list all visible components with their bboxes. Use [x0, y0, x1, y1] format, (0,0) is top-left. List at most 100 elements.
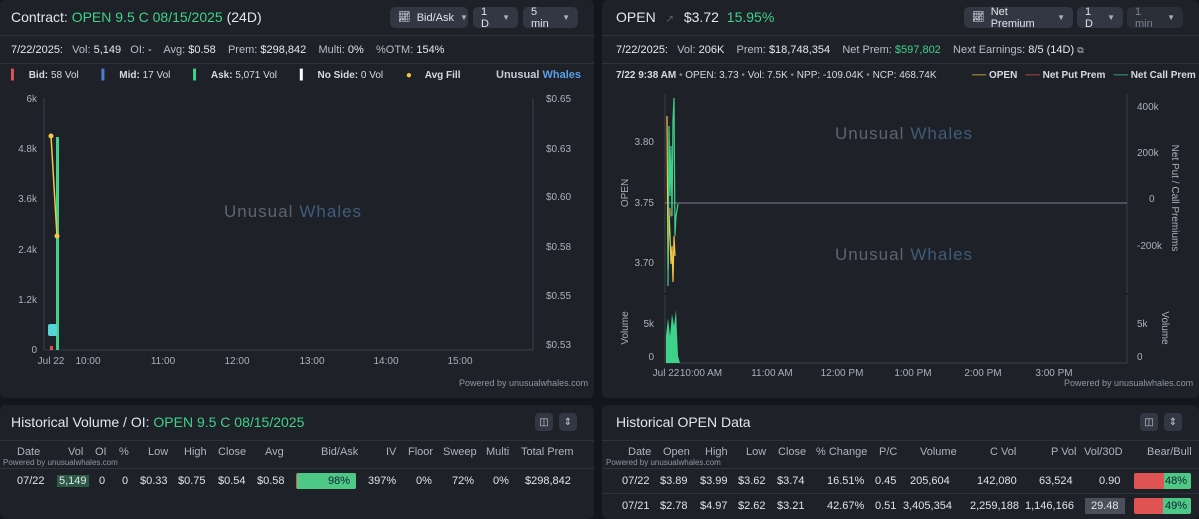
bidask-dropdown[interactable]: 📈︎ Bid/Ask ▼: [390, 7, 468, 28]
col-low[interactable]: Low: [148, 446, 169, 458]
stat-label: Next Earnings:: [953, 44, 1026, 56]
col-vol[interactable]: Vol: [68, 446, 84, 458]
interval-dropdown[interactable]: 5 min ▼: [523, 6, 578, 30]
col-bear-bull[interactable]: Bear/Bull: [1147, 446, 1192, 458]
cell-change: 42.67%: [827, 500, 865, 512]
historical-open-panel: Historical OPEN Data ◫ ⇕ Powered by unus…: [602, 405, 1199, 519]
x-tick: 13:00: [299, 356, 324, 367]
col-bidask[interactable]: Bid/Ask: [321, 446, 359, 458]
col-close[interactable]: Close: [778, 446, 807, 458]
bidask-dropdown-label: Bid/Ask: [416, 11, 454, 24]
powered-by: Powered by unusualwhales.com: [3, 458, 118, 467]
bidask-bar-fill: [297, 473, 356, 489]
legend-avgfill[interactable]: ● Avg Fill: [405, 70, 461, 81]
cell-vol30d: 0.90: [1099, 475, 1121, 487]
legend-ask[interactable]: ▍ Ask: 5,071 Vol: [193, 70, 278, 81]
event-marker-icon[interactable]: [48, 324, 57, 336]
y-tick: 4.8k: [18, 144, 38, 155]
volume-area: [666, 310, 680, 363]
stat-label: OI:: [130, 44, 145, 56]
chevron-down-icon: ▼: [460, 13, 468, 22]
cell-low: $3.62: [738, 475, 766, 487]
range-dropdown[interactable]: 1 D ▼: [473, 6, 518, 30]
legend-open[interactable]: ── OPEN: [972, 70, 1018, 81]
col-iv[interactable]: IV: [386, 446, 397, 458]
col-high[interactable]: High: [184, 446, 207, 458]
title-contract[interactable]: OPEN 9.5 C 08/15/2025: [153, 414, 305, 430]
col-avg[interactable]: Avg: [265, 446, 284, 458]
x-tick: 3:00 PM: [1035, 368, 1072, 378]
y-tick: $0.53: [546, 340, 571, 351]
col-open[interactable]: Open: [663, 446, 690, 458]
col-multi[interactable]: Multi: [486, 446, 510, 458]
volume-axis-label: Volume: [620, 311, 631, 345]
col-date[interactable]: Date: [628, 446, 652, 458]
range-dropdown[interactable]: 1 D ▼: [1077, 6, 1123, 30]
stat-label: Prem:: [227, 44, 258, 56]
y-tick: 6k: [26, 94, 38, 105]
legend-net-put[interactable]: ── Net Put Prem: [1025, 70, 1106, 81]
col-high[interactable]: High: [705, 446, 728, 458]
stat-vol: 206K: [698, 44, 725, 56]
legend-bid-label: Bid:: [28, 70, 49, 81]
y-tick: $0.65: [546, 94, 571, 105]
col-close[interactable]: Close: [218, 446, 247, 458]
bear-bull-bar: 49%: [1134, 498, 1191, 514]
col-volume[interactable]: Volume: [920, 446, 957, 458]
cell-vol30d: 29.48: [1085, 498, 1125, 514]
y-tick: 3.80: [635, 137, 655, 148]
col-vol30d[interactable]: Vol/30D: [1084, 446, 1123, 458]
expand-icon[interactable]: ⇕: [1164, 413, 1182, 431]
avg-fill-line: [50, 135, 58, 237]
external-link-icon[interactable]: ⧉: [1077, 45, 1084, 55]
col-pvol[interactable]: P Vol: [1051, 446, 1077, 458]
chevron-down-icon: ▼: [562, 13, 570, 22]
watermark-unusual: Unusual: [835, 245, 904, 264]
title-prefix: Historical Volume / OI:: [11, 414, 150, 430]
col-oi[interactable]: OI: [95, 446, 107, 458]
col-cvol[interactable]: C Vol: [990, 446, 1017, 458]
expand-icon[interactable]: ⇕: [559, 413, 577, 431]
legend-noside[interactable]: ▍ No Side: 0 Vol: [299, 70, 384, 81]
y-right-axis-label: Net Put / Call Premiums: [1169, 145, 1180, 252]
contract-chart[interactable]: Unusual Whales 6k 4.8k 3.6k 2.4k 1.2k 0 $…: [0, 86, 594, 376]
y-tick: $0.58: [546, 242, 571, 253]
net-premium-dropdown[interactable]: 📈︎ Net Premium ▼: [964, 5, 1073, 30]
col-change[interactable]: % Change: [816, 446, 868, 458]
y-right-axis: $0.65 $0.63 $0.60 $0.58 $0.55 $0.53: [546, 94, 571, 351]
cell-pvol: 1,146,166: [1025, 500, 1074, 512]
col-date[interactable]: Date: [17, 446, 41, 458]
ticker-symbol[interactable]: OPEN: [616, 9, 656, 25]
net-premium-dropdown-label: Net Premium: [990, 5, 1035, 30]
stat-avg: $0.58: [188, 44, 216, 56]
ticker-chart-panel: OPEN ↗ $3.72 15.95% 📈︎ Net Premium ▼ 1 D…: [602, 0, 1199, 398]
col-sweep[interactable]: Sweep: [443, 446, 477, 458]
legend-mid[interactable]: ▍ Mid: 17 Vol: [101, 70, 171, 81]
interval-dropdown[interactable]: 1 min ▼: [1127, 6, 1183, 30]
columns-icon[interactable]: ◫: [1140, 413, 1158, 431]
col-low[interactable]: Low: [746, 446, 767, 458]
legend-net-call[interactable]: ── Net Call Prem: [1113, 70, 1196, 81]
col-floor[interactable]: Floor: [408, 446, 434, 458]
ticker-chart[interactable]: Unusual Whales Unusual Whales OPEN 3.80 3.…: [602, 86, 1199, 378]
x-axis: Jul 22 10:00 11:00 12:00 13:00 14:00 15:…: [38, 356, 473, 367]
columns-icon[interactable]: ◫: [535, 413, 553, 431]
legend-avgfill-label: Avg Fill: [424, 70, 461, 81]
cell-volume: 3,405,354: [903, 500, 952, 512]
legend-mid-value: 17 Vol: [142, 70, 171, 81]
chart-legend: ▍ Bid: 58 Vol ▍ Mid: 17 Vol ▍ Ask: 5,071 Vo…: [11, 70, 470, 81]
stat-label: %OTM:: [375, 44, 414, 56]
cell-open: $3.89: [660, 475, 688, 487]
y-left-axis: 3.80 3.75 3.70: [635, 137, 655, 269]
legend-bid-value: 58 Vol: [50, 70, 79, 81]
stat-multi: 0%: [347, 44, 364, 56]
col-pc[interactable]: P/C: [879, 446, 898, 458]
cell-pct: 0: [122, 475, 129, 487]
cell-date: 07/22: [17, 475, 45, 487]
col-pct[interactable]: %: [119, 446, 129, 458]
contract-name[interactable]: OPEN 9.5 C 08/15/2025: [71, 9, 223, 25]
avg-fill-point: [54, 233, 60, 239]
legend-bid[interactable]: ▍ Bid: 58 Vol: [11, 70, 79, 81]
x-tick: 15:00: [447, 356, 472, 367]
col-total-prem[interactable]: Total Prem: [521, 446, 574, 458]
